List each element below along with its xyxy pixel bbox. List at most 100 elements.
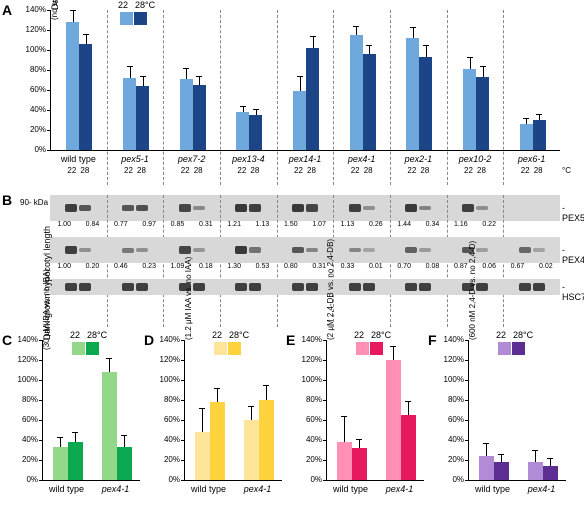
ytick: 40% [12, 435, 38, 444]
bar [210, 402, 225, 480]
temp-label: 28 [530, 166, 547, 175]
bar [363, 54, 376, 150]
genotype-label: wild type [42, 484, 91, 494]
blot-band [405, 247, 417, 253]
blot-value: 0.77 [107, 221, 135, 228]
bar [406, 38, 419, 150]
temp-label: 28 [190, 166, 207, 175]
blot-value: 0.84 [78, 221, 106, 228]
genotype-label: pex10-2 [447, 154, 504, 164]
blot-band [193, 206, 205, 210]
temp-unit: °C [562, 166, 571, 175]
temp-label: 28 [416, 166, 433, 175]
legend-swatch [120, 12, 133, 25]
ytick: 20% [438, 455, 464, 464]
genotype-label: wild type [468, 484, 517, 494]
blot-band [79, 283, 91, 291]
temp-label: 28 [303, 166, 320, 175]
bar [401, 415, 416, 480]
blot-band [65, 283, 77, 291]
blot-band [249, 283, 261, 291]
bar [259, 400, 274, 480]
ysub: (1.2 μM IAA vs. no IAA) [184, 238, 193, 340]
panel-a-chart: 0%20%40%60%80%100%120%140%Dark-grown hyp… [50, 10, 570, 165]
genotype-label: pex13-4 [220, 154, 277, 164]
bar [352, 448, 367, 480]
ytick: 60% [296, 415, 322, 424]
ytick: 20% [296, 455, 322, 464]
ytick: 80% [12, 395, 38, 404]
blot-value: 1.21 [220, 221, 248, 228]
blot-band [533, 248, 545, 251]
kda-label: 90- kDa [20, 198, 48, 207]
legend-label: 28°C [135, 0, 155, 10]
legend-swatch [134, 12, 147, 25]
panel-F-chart: 0%20%40%60%80%100%120%140%(600 nM 2,4-D … [468, 340, 570, 490]
ytick: 40% [296, 435, 322, 444]
panel-C-chart: 0%20%40%60%80%100%120%140%Dark-grown hyp… [42, 340, 144, 490]
blot-band [349, 283, 361, 291]
genotype-label: pex6-1 [503, 154, 560, 164]
blot-value: 0.23 [135, 263, 163, 270]
blot-value: 0.85 [163, 221, 191, 228]
blot-value: 1.44 [390, 221, 418, 228]
blot-band [292, 283, 304, 291]
bar [337, 442, 352, 480]
blot-band [405, 204, 417, 212]
blot-band [292, 204, 304, 212]
ytick: 120% [154, 355, 180, 364]
legend-swatch [228, 342, 241, 355]
blot-band [136, 248, 148, 252]
blot-value: 0.53 [248, 263, 276, 270]
ytick: 20% [12, 455, 38, 464]
bar [479, 456, 494, 480]
legend-swatch [72, 342, 85, 355]
blot-value: 0.01 [362, 263, 390, 270]
blot-value: 0.26 [362, 221, 390, 228]
blot-value: 1.13 [248, 221, 276, 228]
bar [102, 372, 117, 480]
blot-band [193, 283, 205, 291]
ytick: 100% [296, 375, 322, 384]
genotype-label: pex5-1 [107, 154, 164, 164]
bar [463, 69, 476, 150]
blot-value: 0.70 [390, 263, 418, 270]
blot-row-label: -HSC70 [562, 282, 584, 302]
ytick: 80% [20, 65, 46, 74]
blot-band [349, 204, 361, 212]
ytick: 0% [12, 475, 38, 484]
genotype-label: pex4-1 [91, 484, 140, 494]
bar [123, 78, 136, 150]
legend-label: 22 [496, 330, 506, 340]
genotype-label: pex2-1 [390, 154, 447, 164]
bar [244, 420, 259, 480]
blot-band [306, 283, 318, 291]
ytick: 60% [20, 85, 46, 94]
blot-value: 0.22 [475, 221, 503, 228]
blot-band [419, 283, 431, 291]
bar [543, 466, 558, 480]
panel-label-F: F [428, 332, 437, 348]
blot-value: 1.00 [50, 221, 78, 228]
legend-label: 28°C [371, 330, 391, 340]
blot-value: 0.46 [107, 263, 135, 270]
blot-band [122, 205, 134, 212]
blot-value: 1.30 [220, 263, 248, 270]
panel-a-ysub: (no sucrose vs. 0.5% sucrose) [50, 0, 59, 20]
ytick: 40% [438, 435, 464, 444]
ytick: 0% [20, 145, 46, 154]
bar [53, 447, 68, 480]
ytick: 140% [20, 5, 46, 14]
legend-swatch [512, 342, 525, 355]
blot-band [136, 205, 148, 212]
blot-band [65, 246, 77, 254]
bar [476, 77, 489, 150]
bar [386, 360, 401, 480]
blot-band [363, 206, 375, 210]
temp-label: 28 [360, 166, 377, 175]
blot-value: 0.08 [418, 263, 446, 270]
panel-label-D: D [144, 332, 154, 348]
bar [528, 462, 543, 480]
blot-band [419, 206, 431, 211]
blot-band [419, 248, 431, 252]
